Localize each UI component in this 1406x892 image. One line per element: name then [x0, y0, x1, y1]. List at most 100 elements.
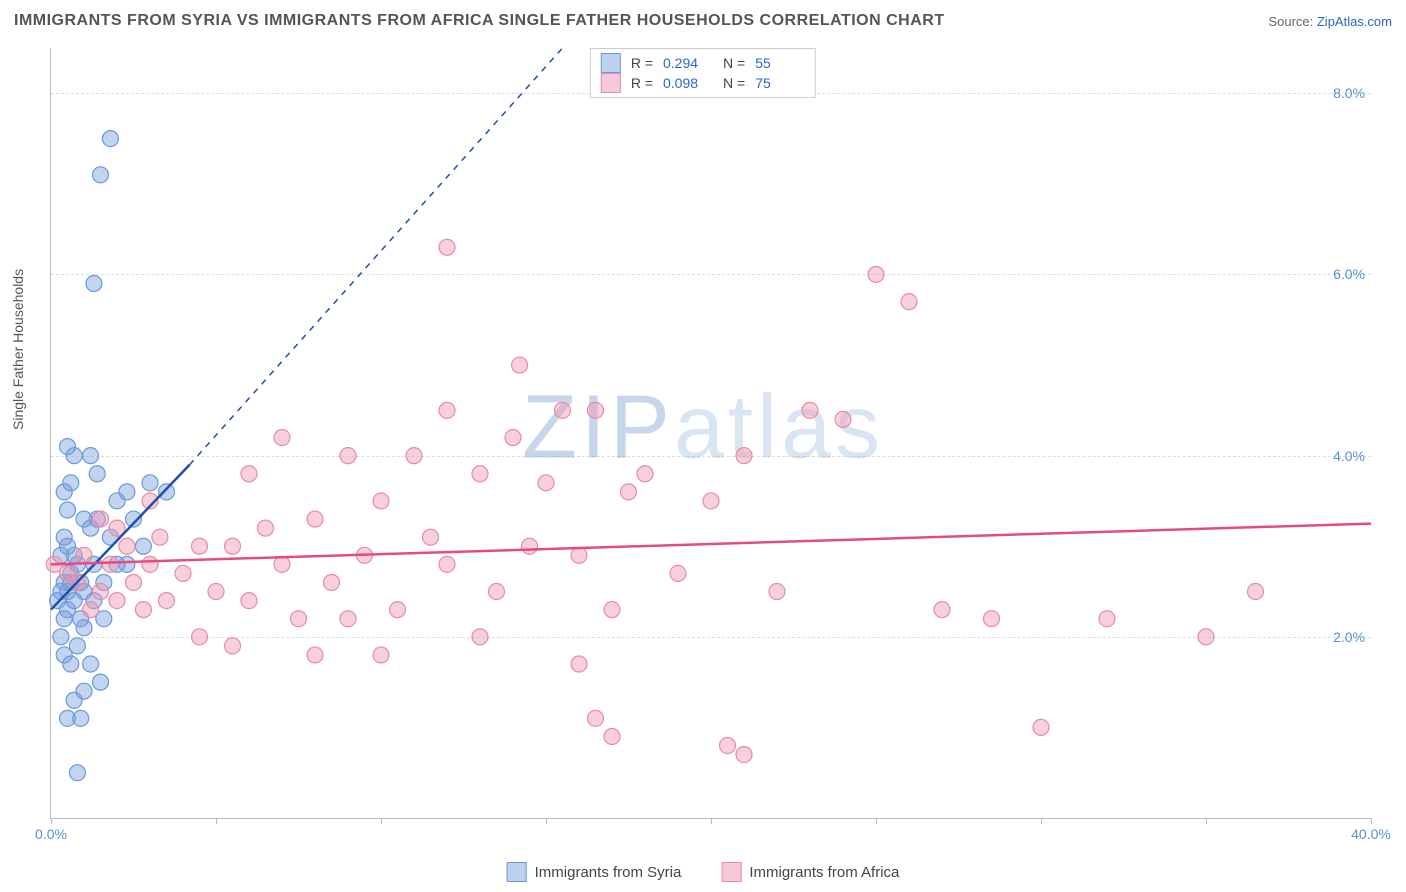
data-point [324, 574, 340, 590]
data-point [93, 511, 109, 527]
data-point [159, 593, 175, 609]
data-point [439, 239, 455, 255]
data-point [69, 765, 85, 781]
data-point [208, 584, 224, 600]
data-point [538, 475, 554, 491]
data-point [571, 656, 587, 672]
data-point [66, 692, 82, 708]
data-point [142, 475, 158, 491]
data-point [439, 402, 455, 418]
r-label: R = [631, 55, 653, 71]
data-point [53, 629, 69, 645]
data-point [126, 574, 142, 590]
n-value-africa: 75 [755, 75, 805, 91]
data-point [621, 484, 637, 500]
swatch-syria [601, 53, 621, 73]
data-point [1198, 629, 1214, 645]
data-point [83, 448, 99, 464]
data-point [93, 584, 109, 600]
data-point [934, 602, 950, 618]
data-point [571, 547, 587, 563]
data-point [192, 538, 208, 554]
r-value-africa: 0.098 [663, 75, 713, 91]
data-point [76, 547, 92, 563]
legend-stats-row-syria: R = 0.294 N = 55 [601, 53, 805, 73]
data-point [274, 430, 290, 446]
x-tick-mark [711, 818, 712, 824]
data-point [703, 493, 719, 509]
legend-series: Immigrants from Syria Immigrants from Af… [507, 862, 900, 882]
x-tick-mark [51, 818, 52, 824]
data-point [1033, 719, 1049, 735]
data-point [89, 466, 105, 482]
data-point [307, 647, 323, 663]
data-point [86, 276, 102, 292]
data-point [736, 747, 752, 763]
legend-label-syria: Immigrants from Syria [535, 864, 682, 881]
r-value-syria: 0.294 [663, 55, 713, 71]
data-point [736, 448, 752, 464]
data-point [439, 556, 455, 572]
data-point [901, 294, 917, 310]
legend-label-africa: Immigrants from Africa [749, 864, 899, 881]
title-bar: IMMIGRANTS FROM SYRIA VS IMMIGRANTS FROM… [14, 12, 1392, 30]
x-tick-mark [1371, 818, 1372, 824]
data-point [472, 466, 488, 482]
data-point [505, 430, 521, 446]
data-point [102, 556, 118, 572]
data-point [102, 131, 118, 147]
data-point [522, 538, 538, 554]
data-point [340, 611, 356, 627]
x-tick-mark [1206, 818, 1207, 824]
data-point [83, 602, 99, 618]
data-point [512, 357, 528, 373]
data-point [670, 565, 686, 581]
data-point [472, 629, 488, 645]
data-point [142, 556, 158, 572]
data-point [109, 593, 125, 609]
data-point [258, 520, 274, 536]
data-point [135, 602, 151, 618]
data-point [835, 411, 851, 427]
swatch-syria [507, 862, 527, 882]
data-point [63, 475, 79, 491]
data-point [119, 538, 135, 554]
data-point [291, 611, 307, 627]
data-point [307, 511, 323, 527]
data-point [60, 439, 76, 455]
data-point [604, 728, 620, 744]
data-point [423, 529, 439, 545]
y-axis-label: Single Father Households [10, 269, 26, 430]
data-point [76, 511, 92, 527]
data-point [56, 611, 72, 627]
n-label: N = [723, 75, 745, 91]
data-point [373, 493, 389, 509]
data-point [390, 602, 406, 618]
data-point [637, 466, 653, 482]
data-point [274, 556, 290, 572]
chart-plot-area: 2.0%4.0%6.0%8.0%0.0%40.0% [50, 48, 1371, 819]
legend-stats: R = 0.294 N = 55 R = 0.098 N = 75 [590, 48, 816, 98]
data-point [83, 656, 99, 672]
legend-stats-row-africa: R = 0.098 N = 75 [601, 73, 805, 93]
data-point [1248, 584, 1264, 600]
x-tick-mark [876, 818, 877, 824]
data-point [175, 565, 191, 581]
x-tick-mark [216, 818, 217, 824]
data-point [588, 402, 604, 418]
swatch-africa [721, 862, 741, 882]
x-tick-mark [381, 818, 382, 824]
n-label: N = [723, 55, 745, 71]
data-point [406, 448, 422, 464]
data-point [373, 647, 389, 663]
data-point [604, 602, 620, 618]
legend-item-africa: Immigrants from Africa [721, 862, 899, 882]
data-point [60, 502, 76, 518]
data-point [241, 593, 257, 609]
data-point [720, 738, 736, 754]
source-link[interactable]: ZipAtlas.com [1317, 14, 1392, 29]
data-point [588, 710, 604, 726]
source-prefix: Source: [1268, 14, 1316, 29]
trend-line-syria-dash [190, 48, 563, 465]
x-tick-label: 0.0% [35, 826, 67, 842]
